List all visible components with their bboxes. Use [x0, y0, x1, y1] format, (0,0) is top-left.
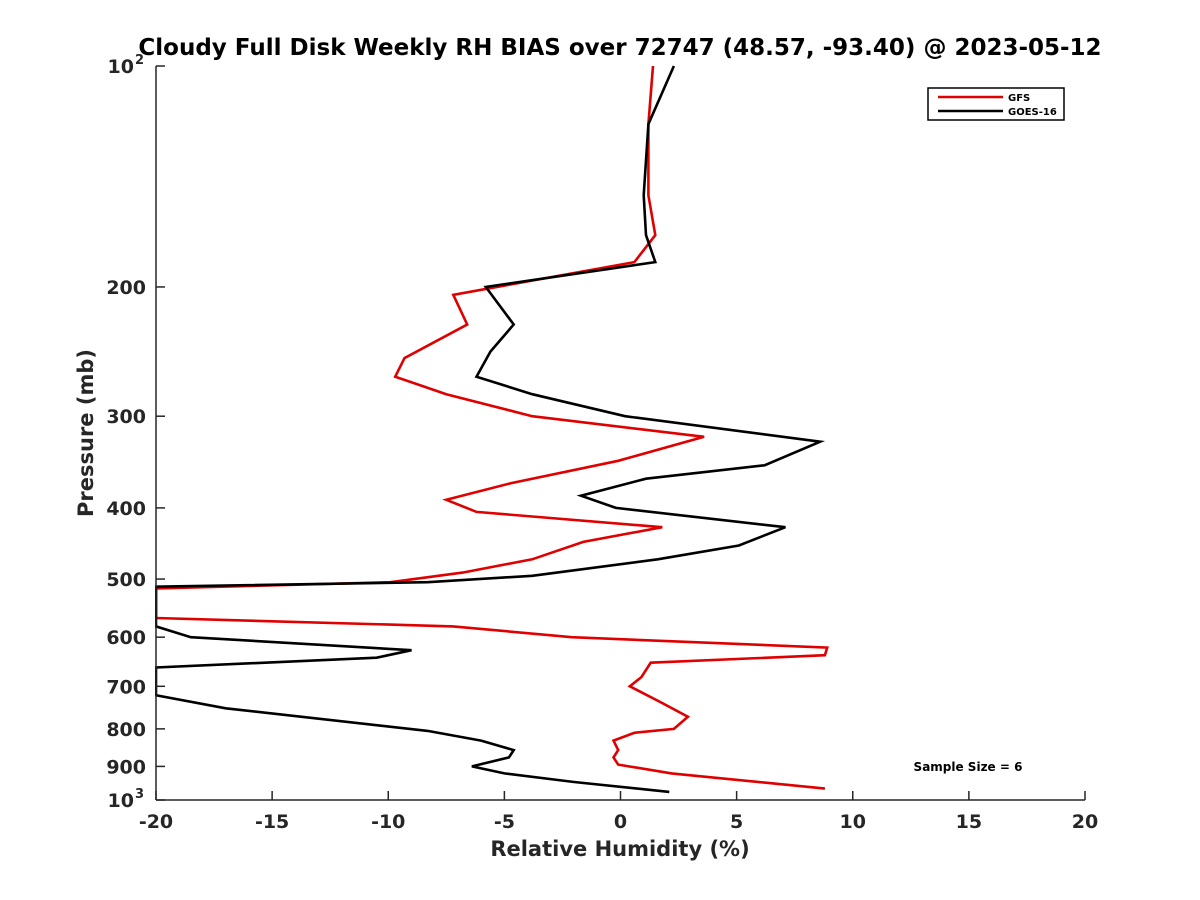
series-line-gfs: [155, 65, 829, 790]
x-tick-label: 5: [730, 811, 743, 833]
series-layer: [155, 65, 829, 794]
y-tick-exponent: 3: [135, 787, 144, 802]
y-tick-label: 600: [106, 627, 146, 649]
x-tick-label: -5: [494, 811, 515, 833]
x-tick-label: -15: [255, 811, 289, 833]
y-tick-exponent: 2: [135, 53, 144, 68]
series-line-goes-16: [155, 65, 826, 794]
y-tick-label: 900: [106, 756, 146, 778]
x-tick-label: -10: [371, 811, 405, 833]
x-axis-ticks: -20 -15 -10 -5 0 5 10 15 20: [139, 791, 1098, 833]
sample-size-annotation: Sample Size = 6: [914, 760, 1023, 774]
y-tick-label: 700: [106, 676, 146, 698]
y-tick-label: 300: [106, 406, 146, 428]
y-tick-label: 800: [106, 719, 146, 741]
y-tick-label: 200: [106, 277, 146, 299]
y-axis-label: Pressure (mb): [74, 349, 98, 517]
x-tick-label: 20: [1072, 811, 1098, 833]
legend-label-gfs: GFS: [1008, 93, 1030, 104]
y-tick-label: 10: [108, 56, 134, 78]
legend: GFS GOES-16: [927, 87, 1065, 121]
y-tick-label: 500: [106, 569, 146, 591]
y-tick-label: 400: [106, 498, 146, 520]
legend-label-goes-16: GOES-16: [1008, 107, 1057, 118]
y-tick-label: 10: [108, 790, 134, 812]
x-tick-label: 0: [614, 811, 627, 833]
x-tick-label: 10: [840, 811, 866, 833]
x-tick-label: 15: [956, 811, 982, 833]
x-tick-label: -20: [139, 811, 173, 833]
legend-box: [927, 87, 1065, 121]
x-axis-label: Relative Humidity (%): [490, 837, 749, 861]
chart-title: Cloudy Full Disk Weekly RH BIAS over 727…: [138, 35, 1101, 61]
